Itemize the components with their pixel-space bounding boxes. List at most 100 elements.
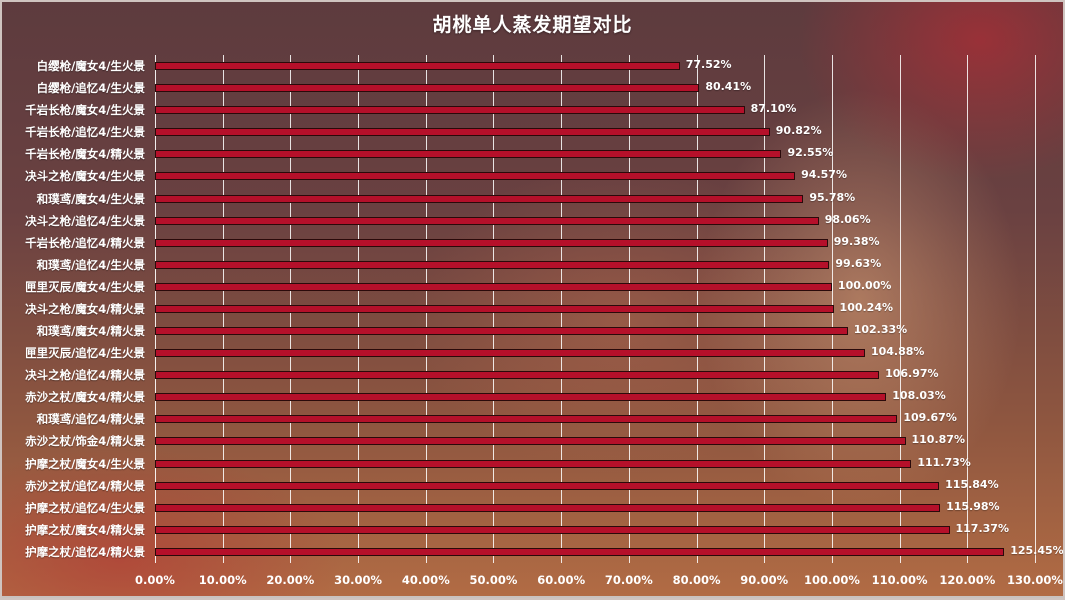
bar-row: 匣里灭辰/魔女4/生火景 100.00%: [25, 277, 1035, 299]
category-label: 匣里灭辰/追忆4/生火景: [25, 346, 145, 361]
chart-title: 胡桃单人蒸发期望对比: [432, 14, 633, 36]
bar-row: 护摩之杖/追忆4/精火景 125.45%: [25, 542, 1064, 564]
bar-row: 决斗之枪/魔女4/精火景 100.24%: [25, 299, 1035, 321]
gridline: [967, 55, 969, 563]
value-label: 109.67%: [903, 411, 957, 425]
x-tick-label: 50.00%: [469, 573, 518, 587]
bar-row: 白缨枪/魔女4/生火景 77.52%: [37, 56, 1035, 78]
category-label: 赤沙之杖/饰金4/精火景: [25, 434, 145, 449]
value-label: 125.45%: [1010, 543, 1064, 557]
bar: [155, 282, 832, 291]
bar: [155, 525, 950, 534]
bar: [155, 547, 1005, 556]
bar: [155, 194, 804, 203]
bar-row: 决斗之枪/魔女4/生火景 94.57%: [25, 166, 1035, 188]
bar: [155, 62, 680, 70]
bar: [155, 415, 898, 424]
category-label: 千岩长枪/追忆4/生火景: [25, 125, 145, 140]
bar-row: 白缨枪/追忆4/生火景 80.41%: [37, 78, 1035, 100]
bar-row: 护摩之杖/魔女4/精火景 117.37%: [25, 520, 1035, 542]
value-label: 111.73%: [917, 455, 971, 469]
category-label: 和璞鸢/追忆4/精火景: [36, 412, 145, 427]
bar: [155, 238, 828, 247]
x-tick-label: 0.00%: [135, 573, 175, 587]
category-label: 白缨枪/魔女4/生火景: [36, 59, 145, 73]
x-tick-label: 130.00%: [1007, 573, 1063, 587]
category-label: 和璞鸢/魔女4/精火景: [36, 324, 145, 339]
bar: [155, 481, 940, 490]
value-label: 90.82%: [775, 124, 822, 138]
x-tick-label: 20.00%: [266, 573, 315, 587]
x-tick-label: 30.00%: [334, 573, 383, 587]
bar-row: 和璞鸢/追忆4/生火景 99.63%: [37, 255, 1035, 277]
value-label: 106.97%: [885, 367, 939, 381]
value-label: 110.87%: [911, 433, 965, 447]
bar-row: 千岩长枪/追忆4/精火景 99.38%: [25, 233, 1035, 255]
category-label: 决斗之枪/魔女4/精火景: [25, 301, 145, 316]
category-label: 护摩之杖/追忆4/生火景: [25, 500, 145, 515]
value-label: 117.37%: [955, 521, 1009, 535]
x-tick-label: 120.00%: [939, 573, 996, 587]
bar: [155, 304, 834, 313]
bar-row: 护摩之杖/魔女4/生火景 111.73%: [25, 454, 1035, 476]
bar: [155, 393, 887, 402]
bar: [155, 128, 770, 137]
category-label: 赤沙之杖/魔女4/精火景: [25, 390, 145, 405]
x-tick-label: 40.00%: [401, 573, 450, 587]
category-label: 决斗之枪/追忆4/精火景: [25, 368, 145, 383]
bar: [155, 216, 819, 225]
value-label: 98.06%: [824, 212, 871, 226]
x-tick-label: 70.00%: [604, 573, 653, 587]
value-label: 77.52%: [685, 58, 732, 71]
bar: [155, 150, 782, 159]
bar: [155, 371, 880, 380]
bar: [155, 327, 848, 336]
bar-row: 决斗之枪/追忆4/生火景 98.06%: [25, 211, 1035, 233]
category-label: 和璞鸢/追忆4/生火景: [36, 257, 145, 272]
category-label: 白缨枪/追忆4/生火景: [36, 81, 145, 96]
bar-row: 千岩长枪/魔女4/生火景 87.10%: [25, 100, 1035, 122]
value-label: 102.33%: [853, 323, 908, 337]
bar: [155, 84, 700, 93]
bar-row: 匣里灭辰/追忆4/生火景 104.88%: [25, 343, 1035, 365]
bar: [155, 503, 941, 512]
category-label: 匣里灭辰/魔女4/生火景: [25, 279, 145, 294]
category-label: 护摩之杖/魔女4/精火景: [25, 522, 145, 537]
bar-row: 千岩长枪/魔女4/精火景 92.55%: [25, 144, 1035, 166]
value-label: 99.38%: [833, 234, 880, 248]
gridline: [899, 55, 901, 563]
bar-row: 决斗之枪/追忆4/精火景 106.97%: [25, 365, 1035, 387]
value-label: 92.55%: [787, 146, 834, 160]
category-label: 决斗之枪/追忆4/生火景: [25, 213, 145, 228]
value-label: 99.63%: [835, 256, 882, 270]
x-tick-label: 80.00%: [672, 573, 721, 587]
value-label: 87.10%: [750, 102, 797, 116]
bar-row: 和璞鸢/追忆4/精火景 109.67%: [37, 409, 1035, 431]
bar-row: 护摩之杖/追忆4/生火景 115.98%: [25, 498, 1035, 520]
category-label: 护摩之杖/魔女4/生火景: [25, 456, 145, 471]
category-label: 决斗之枪/魔女4/生火景: [25, 169, 145, 184]
gridline: [1035, 55, 1036, 563]
category-label: 千岩长枪/魔女4/生火景: [25, 103, 145, 118]
bar-row: 千岩长枪/追忆4/生火景 90.82%: [25, 122, 1035, 144]
bar-row: 赤沙之杖/魔女4/精火景 108.03%: [25, 387, 1035, 409]
bar-row: 赤沙之杖/饰金4/精火景 110.87%: [25, 431, 1035, 453]
value-label: 108.03%: [892, 389, 946, 403]
bottom-border: [0, 596, 1065, 600]
value-label: 100.00%: [837, 278, 892, 292]
category-label: 赤沙之杖/追忆4/精火景: [25, 478, 145, 493]
category-label: 千岩长枪/魔女4/精火景: [25, 147, 145, 162]
category-label: 千岩长枪/追忆4/精火景: [25, 235, 145, 250]
x-tick-label: 10.00%: [198, 573, 247, 587]
bar-row: 和璞鸢/魔女4/精火景 102.33%: [37, 321, 1035, 343]
value-label: 80.41%: [705, 80, 752, 94]
bar-row: 和璞鸢/魔女4/生火景 95.78%: [37, 189, 1035, 211]
x-tick-label: 110.00%: [871, 573, 928, 587]
value-label: 100.24%: [839, 300, 894, 314]
x-tick-label: 100.00%: [803, 573, 860, 587]
category-label: 和璞鸢/魔女4/生火景: [36, 191, 145, 206]
bar-row: 赤沙之杖/追忆4/精火景 115.84%: [25, 476, 1035, 498]
plot-area: 0.00% 10.00% 20.00% 30.00% 40.00% 50.00% 60.00…: [25, 55, 1064, 587]
value-label: 115.98%: [946, 499, 1000, 513]
